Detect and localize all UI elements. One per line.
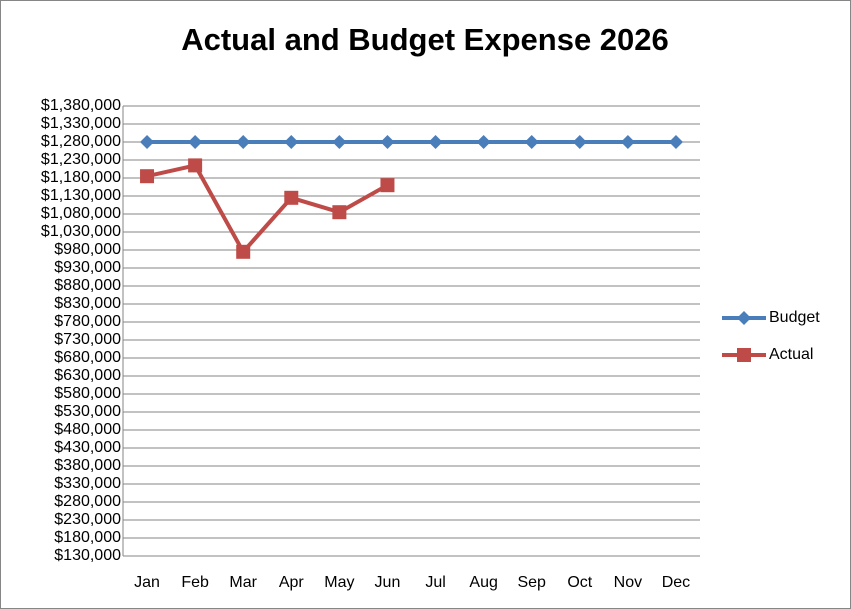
- data-point: [476, 135, 491, 149]
- data-point: [620, 135, 635, 149]
- y-tick-label: $630,000: [54, 367, 121, 384]
- y-tick-label: $780,000: [54, 313, 121, 330]
- data-point: [380, 178, 395, 193]
- y-tick-label: $280,000: [54, 493, 121, 510]
- data-point: [140, 169, 155, 184]
- data-point: [428, 135, 443, 149]
- data-point: [140, 135, 155, 149]
- data-point: [572, 135, 587, 149]
- data-point: [188, 158, 203, 173]
- data-point: [284, 190, 299, 205]
- y-tick-label: $380,000: [54, 457, 121, 474]
- data-point: [332, 135, 347, 149]
- data-point: [380, 135, 395, 149]
- y-tick-label: $580,000: [54, 385, 121, 402]
- y-tick-label: $680,000: [54, 349, 121, 366]
- y-tick-label: $1,130,000: [41, 187, 121, 204]
- x-tick-label: Oct: [567, 574, 592, 591]
- data-point: [188, 135, 203, 149]
- y-tick-label: $180,000: [54, 529, 121, 546]
- y-tick-label: $930,000: [54, 259, 121, 276]
- y-tick-label: $1,230,000: [41, 151, 121, 168]
- x-tick-label: Dec: [662, 574, 690, 591]
- x-tick-label: Jul: [425, 574, 445, 591]
- y-tick-label: $880,000: [54, 277, 121, 294]
- x-tick-label: Feb: [181, 574, 209, 591]
- x-tick-label: Aug: [469, 574, 497, 591]
- x-tick-label: Apr: [279, 574, 305, 591]
- y-tick-label: $430,000: [54, 439, 121, 456]
- y-tick-label: $1,330,000: [41, 115, 121, 132]
- y-tick-label: $730,000: [54, 331, 121, 348]
- chart-title: Actual and Budget Expense 2026: [181, 22, 669, 57]
- y-tick-label: $1,280,000: [41, 133, 121, 150]
- y-tick-label: $1,030,000: [41, 223, 121, 240]
- y-tick-label: $830,000: [54, 295, 121, 312]
- x-tick-label: Jun: [375, 574, 401, 591]
- x-tick-label: Mar: [229, 574, 257, 591]
- y-tick-label: $1,180,000: [41, 169, 121, 186]
- y-tick-label: $530,000: [54, 403, 121, 420]
- data-point: [236, 244, 251, 259]
- legend-marker: [737, 311, 751, 325]
- data-point: [524, 135, 539, 149]
- y-tick-label: $130,000: [54, 547, 121, 564]
- legend-label: Budget: [769, 309, 820, 326]
- y-tick-label: $1,080,000: [41, 205, 121, 222]
- data-point: [236, 135, 251, 149]
- x-tick-label: Jan: [134, 574, 160, 591]
- legend-marker: [737, 348, 751, 362]
- legend-label: Actual: [769, 346, 813, 363]
- data-point: [284, 135, 299, 149]
- data-point: [332, 205, 347, 220]
- y-tick-label: $230,000: [54, 511, 121, 528]
- data-point: [668, 135, 683, 149]
- x-tick-label: Nov: [614, 574, 642, 591]
- y-tick-label: $980,000: [54, 241, 121, 258]
- y-tick-label: $1,380,000: [41, 97, 121, 114]
- x-tick-label: May: [324, 574, 354, 591]
- y-tick-label: $480,000: [54, 421, 121, 438]
- x-tick-label: Sep: [517, 574, 546, 591]
- series-line: [146, 163, 389, 254]
- y-tick-label: $330,000: [54, 475, 121, 492]
